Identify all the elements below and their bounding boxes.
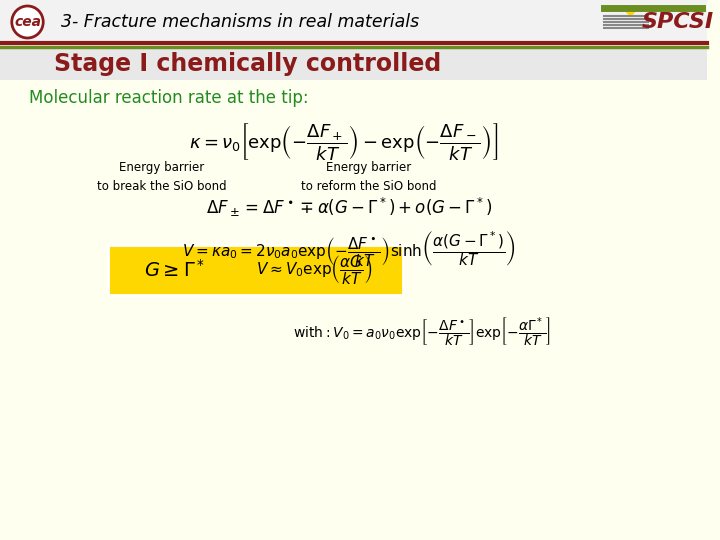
Text: Energy barrier
to reform the SiO bond: Energy barrier to reform the SiO bond [300, 161, 436, 192]
Text: $V \approx V_0 \exp\!\left(\dfrac{\alpha G}{kT}\right)$: $V \approx V_0 \exp\!\left(\dfrac{\alpha… [256, 253, 373, 287]
Text: $\kappa = \nu_0 \left[ \exp\!\left(-\dfrac{\Delta F_+}{kT}\right) - \exp\!\left(: $\kappa = \nu_0 \left[ \exp\!\left(-\dfr… [189, 122, 498, 163]
Text: $\mathrm{with}: V_0 = a_0\nu_0 \exp\!\left[-\dfrac{\Delta F^\bullet}{kT}\right]\: $\mathrm{with}: V_0 = a_0\nu_0 \exp\!\le… [293, 315, 552, 349]
FancyBboxPatch shape [108, 245, 402, 295]
Text: $V = \kappa a_0 = 2\nu_0 a_0 \exp\!\left(-\dfrac{\Delta F^\bullet}{kT}\right)\si: $V = \kappa a_0 = 2\nu_0 a_0 \exp\!\left… [182, 228, 516, 267]
Text: $\Delta F_\pm = \Delta F^\bullet \mp \alpha(G - \Gamma^*) + o(G - \Gamma^*)$: $\Delta F_\pm = \Delta F^\bullet \mp \al… [205, 195, 492, 219]
Text: Molecular reaction rate at the tip:: Molecular reaction rate at the tip: [30, 89, 309, 107]
Text: cea: cea [14, 15, 41, 29]
Text: 3- Fracture mechanisms in real materials: 3- Fracture mechanisms in real materials [61, 13, 419, 31]
Bar [0, 48, 707, 80]
Circle shape [12, 6, 43, 38]
Text: $G \geq \Gamma^*$: $G \geq \Gamma^*$ [144, 259, 205, 281]
Polygon shape [625, 11, 636, 17]
Text: SPCSI: SPCSI [642, 12, 714, 32]
Text: Stage I chemically controlled: Stage I chemically controlled [54, 52, 441, 76]
Text: Energy barrier
to break the SiO bond: Energy barrier to break the SiO bond [97, 161, 227, 192]
Bar [0, 0, 707, 43]
